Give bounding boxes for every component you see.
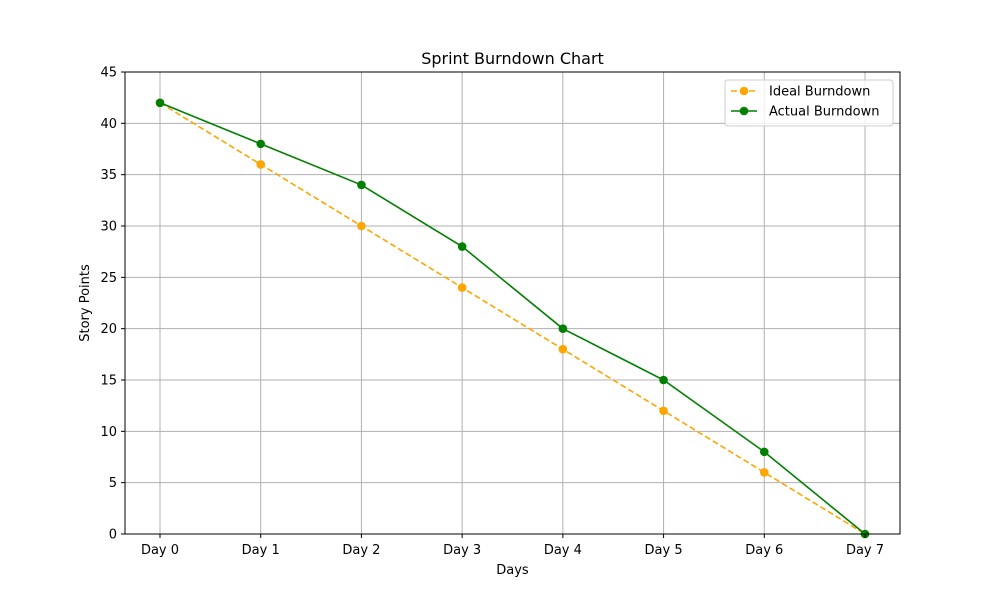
actual-burndown-point xyxy=(457,242,467,251)
plot-frame xyxy=(124,71,901,535)
legend-label: Ideal Burndown xyxy=(769,85,870,100)
x-tick-label: Day 4 xyxy=(544,543,582,558)
y-tick-label: 15 xyxy=(100,374,117,389)
axis-ticks: Day 0 Day 1 Day 2 Day 3 Day 4 Day 5 Day 6 Day 7… xyxy=(100,66,884,559)
actual-burndown-line xyxy=(159,102,866,535)
chart-title: Sprint Burndown Chart xyxy=(421,49,604,68)
ideal-burndown-point xyxy=(457,283,467,292)
x-tick-label: Day 5 xyxy=(645,543,683,558)
ideal-burndown-point xyxy=(558,344,568,354)
y-tick-label: 35 xyxy=(100,168,117,183)
ideal-burndown-line xyxy=(159,102,866,535)
y-tick-label: 5 xyxy=(109,476,117,491)
x-tick-label: Day 3 xyxy=(443,543,481,558)
legend-box xyxy=(724,79,894,127)
ideal-burndown-point xyxy=(357,221,366,231)
actual-burndown-point xyxy=(256,139,266,149)
x-axis-label: Days xyxy=(496,563,529,578)
y-tick-label: 10 xyxy=(100,425,117,440)
actual-burndown-point xyxy=(558,324,568,333)
legend-swatch-marker xyxy=(739,86,749,96)
x-tick-label: Day 1 xyxy=(242,543,280,558)
legend-label: Actual Burndown xyxy=(769,105,879,120)
x-tick-label: Day 7 xyxy=(846,543,884,558)
ideal-burndown-point xyxy=(256,160,266,169)
y-tick-label: 40 xyxy=(100,117,117,132)
y-tick-label: 30 xyxy=(100,220,117,235)
y-tick-label: 25 xyxy=(100,271,117,286)
actual-burndown-point xyxy=(759,447,769,457)
x-tick-label: Day 6 xyxy=(745,543,783,558)
ideal-burndown-point xyxy=(759,468,769,477)
y-tick-label: 20 xyxy=(100,322,117,337)
y-axis-label: Story Points xyxy=(78,264,93,342)
ideal-burndown-point xyxy=(659,406,668,416)
actual-burndown-point xyxy=(155,98,165,108)
legend-swatch-marker xyxy=(739,106,749,116)
y-tick-label: 45 xyxy=(100,66,117,81)
legend-item-ideal-burndown: Ideal Burndown xyxy=(731,85,870,100)
legend-item-actual-burndown: Actual Burndown xyxy=(731,105,879,120)
actual-burndown-point xyxy=(659,375,668,385)
x-tick-label: Day 2 xyxy=(342,543,380,558)
actual-burndown-point xyxy=(357,180,366,190)
x-tick-label: Day 0 xyxy=(141,543,179,558)
legend: Ideal Burndown Actual Burndown xyxy=(724,79,894,127)
series-lines xyxy=(155,98,870,539)
y-tick-label: 0 xyxy=(109,528,117,543)
